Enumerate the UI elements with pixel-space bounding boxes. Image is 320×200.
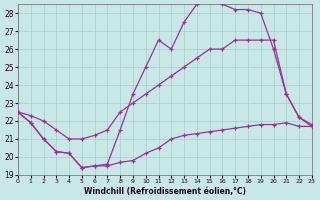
X-axis label: Windchill (Refroidissement éolien,°C): Windchill (Refroidissement éolien,°C) <box>84 187 246 196</box>
